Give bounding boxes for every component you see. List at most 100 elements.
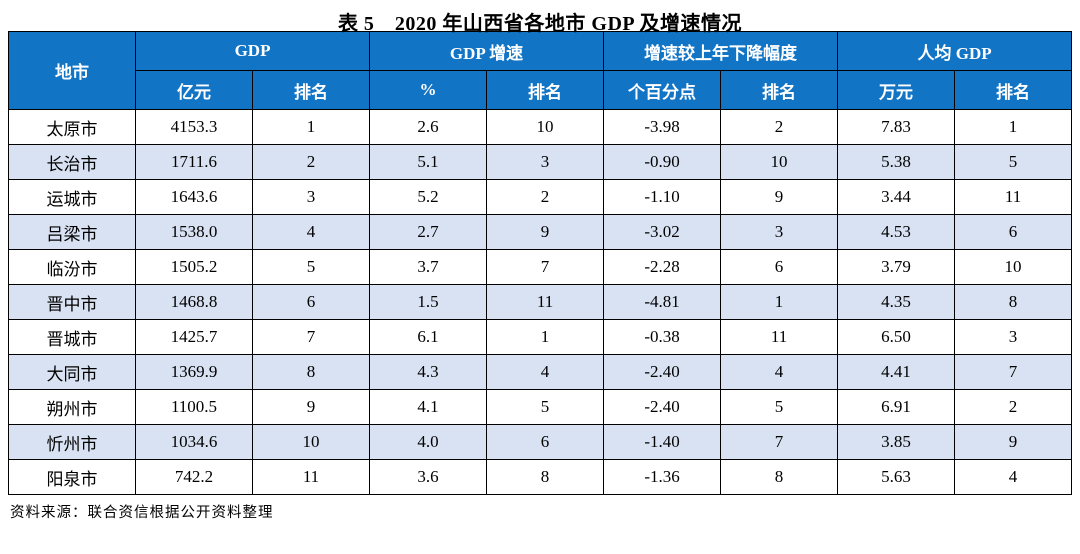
subheader-decline-unit: 个百分点: [603, 70, 722, 110]
table-cell: -1.10: [603, 179, 722, 215]
table-cell: 1643.6: [135, 179, 253, 215]
table-cell: 9: [486, 214, 605, 250]
city-cell: 大同市: [8, 354, 136, 390]
table-row: 晋城市 1425.7 7 6.1 1 -0.38 11 6.50 3: [8, 319, 1073, 355]
table-row: 忻州市 1034.6 10 4.0 6 -1.40 7 3.85 9: [8, 424, 1073, 460]
table-cell: 1034.6: [135, 424, 253, 460]
table-cell: 4: [251, 214, 371, 250]
table-cell: 1: [251, 109, 371, 145]
table-cell: 10: [720, 144, 839, 180]
table-cell: -0.90: [603, 144, 722, 180]
table-cell: 7: [486, 249, 605, 285]
table-cell: 8: [486, 459, 605, 495]
col-group-growth-decline: 增速较上年下降幅度: [603, 31, 839, 71]
city-cell: 长治市: [8, 144, 136, 180]
table-cell: 3: [486, 144, 605, 180]
table-cell: 1711.6: [135, 144, 253, 180]
table-cell: 10: [486, 109, 605, 145]
table-cell: 6.1: [369, 319, 488, 355]
table-cell: 8: [251, 354, 371, 390]
table-cell: 4.1: [369, 389, 488, 425]
table-cell: 3.79: [837, 249, 956, 285]
table-row: 运城市 1643.6 3 5.2 2 -1.10 9 3.44 11: [8, 179, 1073, 215]
city-cell: 吕梁市: [8, 214, 136, 250]
subheader-gdp-unit: 亿元: [135, 70, 253, 110]
table-cell: 10: [251, 424, 371, 460]
table-row: 朔州市 1100.5 9 4.1 5 -2.40 5 6.91 2: [8, 389, 1073, 425]
table-cell: 3.6: [369, 459, 488, 495]
table-cell: 4.3: [369, 354, 488, 390]
table-cell: 6: [720, 249, 839, 285]
table-cell: 3.7: [369, 249, 488, 285]
table-cell: 4.53: [837, 214, 956, 250]
table-cell: 4.0: [369, 424, 488, 460]
table-cell: -0.38: [603, 319, 722, 355]
table-row: 阳泉市 742.2 11 3.6 8 -1.36 8 5.63 4: [8, 459, 1073, 495]
table-cell: 1: [486, 319, 605, 355]
table-cell: 3.85: [837, 424, 956, 460]
subheader-percapita-unit: 万元: [837, 70, 956, 110]
table-cell: 2: [954, 389, 1073, 425]
col-group-gdp-growth: GDP 增速: [369, 31, 605, 71]
sub-header-row: 亿元 排名 % 排名 个百分点 排名 万元 排名: [9, 70, 1073, 110]
table-cell: 3: [954, 319, 1073, 355]
city-cell: 忻州市: [8, 424, 136, 460]
table-cell: -4.81: [603, 284, 722, 320]
table-cell: 1369.9: [135, 354, 253, 390]
table-cell: 2: [486, 179, 605, 215]
table-body: 太原市 4153.3 1 2.6 10 -3.98 2 7.83 1 长治市 1…: [8, 109, 1073, 495]
table-cell: -2.28: [603, 249, 722, 285]
table-cell: 2: [720, 109, 839, 145]
table-cell: 9: [251, 389, 371, 425]
table-cell: 4.35: [837, 284, 956, 320]
city-cell: 太原市: [8, 109, 136, 145]
table-cell: 1425.7: [135, 319, 253, 355]
table-cell: 3.44: [837, 179, 956, 215]
gdp-table: 地市 GDP GDP 增速 增速较上年下降幅度 人均 GDP 亿元 排名 % 排…: [8, 31, 1073, 495]
table-cell: 1.5: [369, 284, 488, 320]
table-cell: 1100.5: [135, 389, 253, 425]
table-cell: 1: [954, 109, 1073, 145]
col-group-gdp: GDP: [134, 31, 371, 71]
subheader-decline-rank: 排名: [720, 70, 839, 110]
table-cell: 9: [954, 424, 1073, 460]
table-cell: 2.7: [369, 214, 488, 250]
city-cell: 晋城市: [8, 319, 136, 355]
city-cell: 阳泉市: [8, 459, 136, 495]
table-cell: 8: [720, 459, 839, 495]
table-cell: 1538.0: [135, 214, 253, 250]
group-header-row: 地市 GDP GDP 增速 增速较上年下降幅度 人均 GDP: [8, 31, 1073, 110]
table-cell: -1.40: [603, 424, 722, 460]
table-cell: -2.40: [603, 389, 722, 425]
city-cell: 朔州市: [8, 389, 136, 425]
table-row: 大同市 1369.9 8 4.3 4 -2.40 4 4.41 7: [8, 354, 1073, 390]
table-cell: 9: [720, 179, 839, 215]
col-group-city: 地市: [8, 31, 136, 110]
table-cell: 1468.8: [135, 284, 253, 320]
table-cell: 3: [720, 214, 839, 250]
table-cell: 5: [251, 249, 371, 285]
table-cell: 1505.2: [135, 249, 253, 285]
table-cell: 7.83: [837, 109, 956, 145]
col-group-gdp-per-capita: 人均 GDP: [837, 31, 1073, 71]
table-cell: 4.41: [837, 354, 956, 390]
table-cell: 742.2: [135, 459, 253, 495]
table-cell: 4: [720, 354, 839, 390]
table-cell: 7: [954, 354, 1073, 390]
table-row: 太原市 4153.3 1 2.6 10 -3.98 2 7.83 1: [8, 109, 1073, 145]
city-cell: 临汾市: [8, 249, 136, 285]
table-cell: 5: [954, 144, 1073, 180]
table-cell: -3.98: [603, 109, 722, 145]
table-cell: 4153.3: [135, 109, 253, 145]
table-cell: 5.2: [369, 179, 488, 215]
table-cell: 3: [251, 179, 371, 215]
table-cell: 7: [720, 424, 839, 460]
table-cell: 6: [251, 284, 371, 320]
table-cell: 5.38: [837, 144, 956, 180]
table-cell: 5: [720, 389, 839, 425]
table-cell: 4: [954, 459, 1073, 495]
table-row: 晋中市 1468.8 6 1.5 11 -4.81 1 4.35 8: [8, 284, 1073, 320]
subheader-growth-rank: 排名: [486, 70, 605, 110]
table-cell: 11: [486, 284, 605, 320]
